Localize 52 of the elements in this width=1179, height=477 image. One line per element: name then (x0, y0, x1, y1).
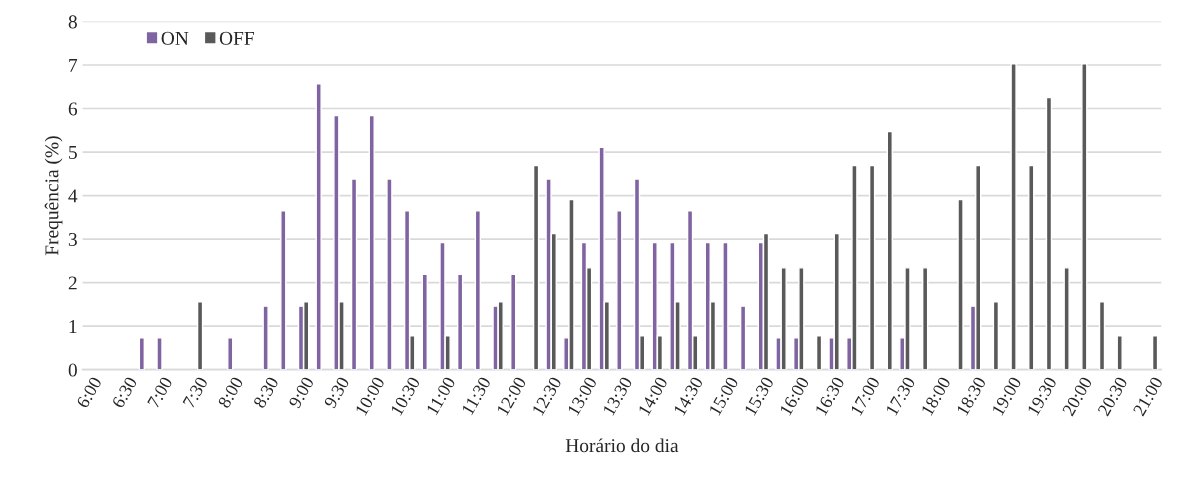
y-axis-title: Frequência (%) (44, 136, 63, 256)
bar (633, 178, 641, 370)
y-tick-label: 4 (68, 189, 78, 203)
bar (921, 267, 929, 370)
bar (532, 164, 540, 370)
y-tick-label: 5 (69, 146, 77, 159)
bar (868, 164, 876, 370)
bar (992, 301, 1000, 370)
legend-label: OFF (219, 31, 254, 45)
bar (368, 114, 375, 370)
y-tick-label: 8 (68, 15, 77, 29)
bar (957, 198, 964, 370)
y-tick-label: 6 (68, 102, 78, 116)
bar (739, 305, 747, 370)
x-axis-title: Horário do dia (565, 438, 679, 453)
bar (1045, 96, 1053, 370)
y-tick-label: 3 (68, 232, 77, 247)
y-tick-label: 1 (69, 320, 77, 333)
bar (886, 130, 893, 370)
y-tick-label: 2 (68, 276, 77, 290)
legend-label: ON (161, 31, 189, 45)
bar (456, 273, 464, 370)
bar (350, 178, 358, 370)
y-tick-label: 7 (69, 59, 78, 72)
bar (196, 301, 204, 370)
bar (386, 178, 393, 370)
bar (227, 337, 234, 370)
x-tick-label: 6:30 (111, 376, 138, 409)
bar (686, 210, 694, 370)
bar (1028, 164, 1035, 370)
bar (1151, 335, 1159, 370)
y-tick-label: 0 (68, 363, 77, 377)
bar (1010, 62, 1017, 370)
bar (156, 337, 163, 370)
bar (1063, 267, 1070, 370)
bar (815, 335, 823, 370)
bar (315, 83, 322, 370)
bar (474, 210, 482, 370)
bar (510, 273, 517, 370)
bar (762, 232, 770, 370)
bar (616, 210, 623, 370)
bar (722, 241, 729, 370)
bar (280, 210, 287, 370)
x-tick-label: 6:00 (76, 376, 103, 409)
bar (403, 210, 411, 370)
bar (1081, 62, 1088, 370)
bar (1098, 301, 1106, 370)
bar (421, 273, 428, 370)
bar (262, 305, 269, 370)
bar (138, 337, 145, 370)
bar (1116, 335, 1123, 370)
x-tick-label: 7:00 (147, 376, 173, 409)
